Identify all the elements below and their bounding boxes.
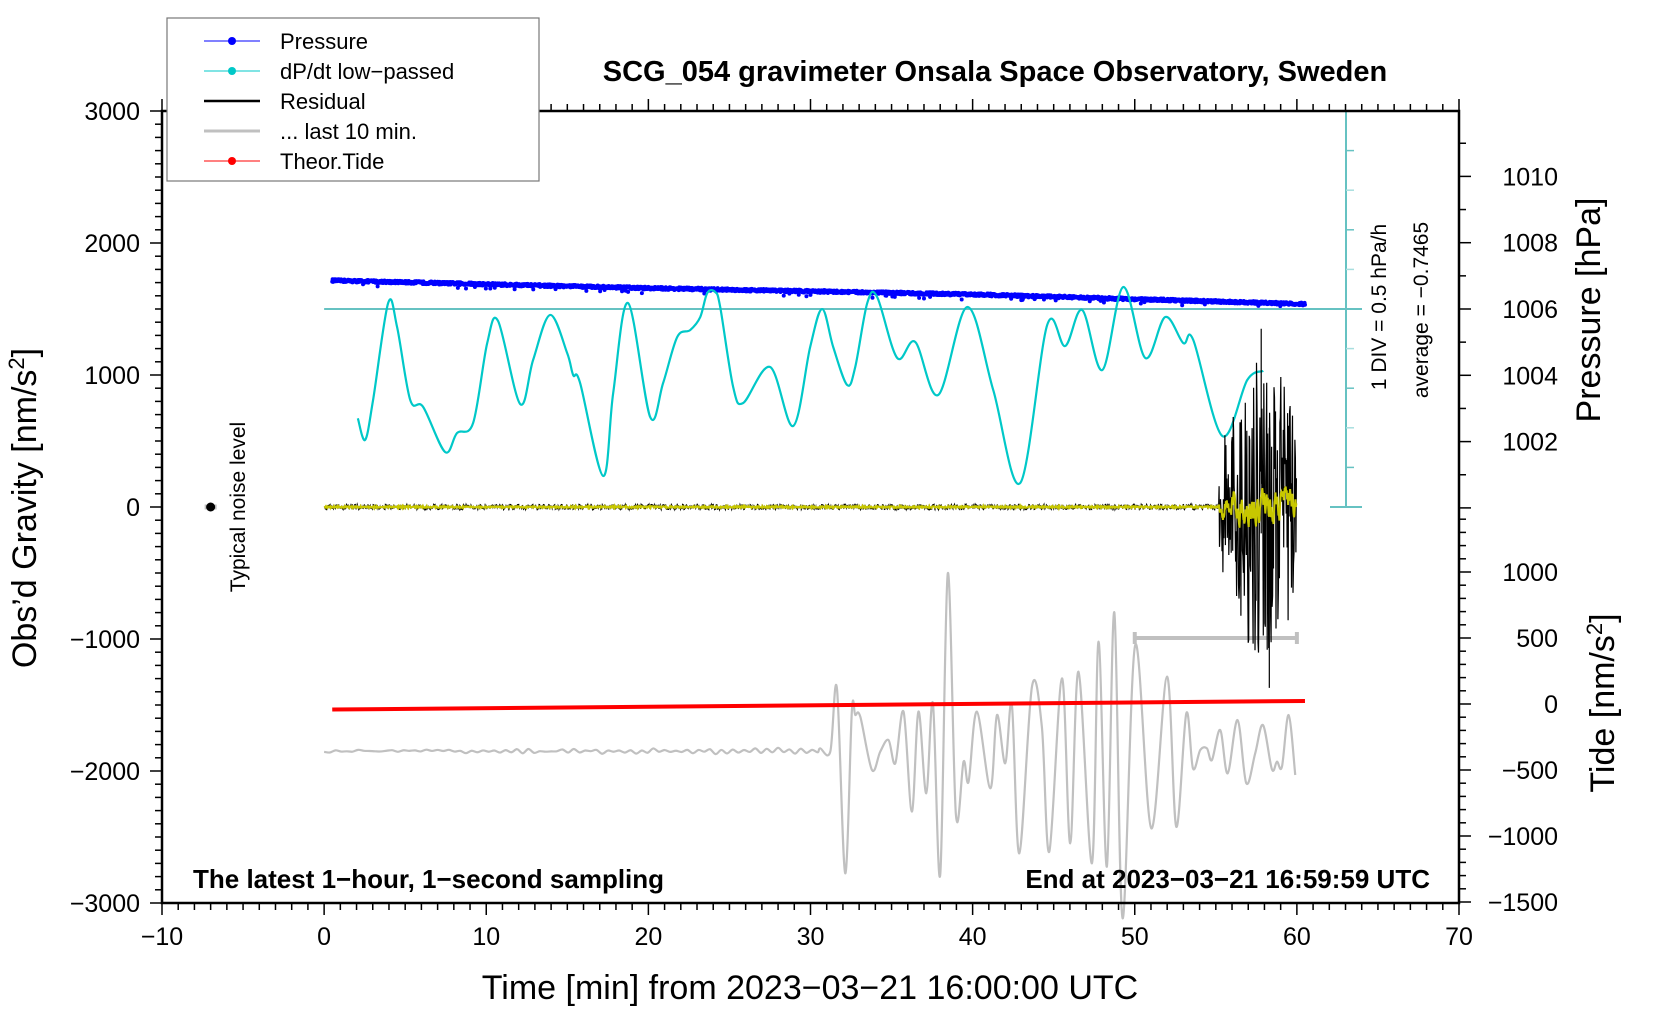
pressure-point [375, 284, 380, 289]
data-series [204, 110, 1362, 920]
pressure-point [921, 296, 926, 301]
legend-label: Residual [280, 89, 366, 114]
note-end-time: End at 2023−03−21 16:59:59 UTC [1025, 864, 1430, 894]
x-tick-label: 50 [1121, 923, 1149, 951]
pressure-point [1138, 301, 1143, 306]
gravity-tick-label: −2000 [70, 758, 140, 786]
pressure-point [598, 289, 603, 294]
legend-label: Theor.Tide [280, 149, 384, 174]
x-tick-label: −10 [141, 923, 183, 951]
legend-label: Pressure [280, 29, 368, 54]
legend-marker [228, 37, 236, 45]
pressure-point [584, 288, 589, 293]
pressure-point [512, 287, 517, 292]
legend-marker [228, 67, 236, 75]
tide-tick-label: −500 [1502, 757, 1558, 785]
pressure-point [463, 286, 468, 291]
pressure-point [870, 295, 875, 300]
noise-level-label: Typical noise level [227, 422, 250, 592]
pressure-point [804, 294, 809, 299]
x-tick-label: 40 [959, 923, 987, 951]
pressure-point [1101, 300, 1106, 305]
pressure-point [796, 292, 801, 297]
legend: Pressure dP/dt low−passed Residual ... last… [166, 17, 540, 182]
x-tick-label: 20 [634, 923, 662, 951]
gravity-tick-label: 2000 [84, 230, 140, 258]
pressure-point [959, 297, 964, 302]
average-label: average = −0.7465 [1410, 222, 1433, 398]
tide-tick-label: 500 [1516, 625, 1558, 653]
pressure-point [1302, 302, 1307, 307]
noise-level-marker [206, 502, 216, 512]
pressure-point [781, 293, 786, 298]
pressure-point [917, 295, 922, 300]
pressure-point [639, 291, 644, 296]
pressure-tick-label: 1004 [1502, 362, 1558, 390]
tide-tick-label: −1500 [1488, 889, 1558, 917]
axis-tick-labels: −10 0 10 20 30 40 50 60 70 3000 2000 1000 0 −1000 −200… [70, 98, 1558, 951]
pressure-tick-label: 1008 [1502, 230, 1558, 258]
tide-tick-label: 0 [1544, 691, 1558, 719]
x-tick-label: 0 [317, 923, 331, 951]
pressure-point [702, 291, 707, 296]
x-tick-label: 30 [797, 923, 825, 951]
tide-tick-label: −1000 [1488, 823, 1558, 851]
last-10-min-line [323, 572, 1297, 920]
residual-smoothed-line [323, 486, 1298, 528]
legend-box [166, 17, 540, 182]
y-axis-title-pressure: Pressure [hPa] [1570, 198, 1608, 423]
pressure-point [626, 289, 631, 294]
dpdt-line [356, 285, 1264, 486]
gravity-tick-label: 0 [126, 494, 140, 522]
pressure-point [483, 286, 488, 291]
pressure-tick-label: 1002 [1502, 429, 1558, 457]
chart-title: SCG_054 gravimeter Onsala Space Observat… [603, 56, 1387, 88]
pressure-point [455, 285, 460, 290]
pressure-tick-label: 1010 [1502, 163, 1558, 191]
y-axis-title-gravity: Obs’d Gravity [nm/s2] [4, 348, 44, 668]
gravity-tick-label: −3000 [70, 890, 140, 918]
tide-line [332, 698, 1305, 712]
x-tick-label: 60 [1283, 923, 1311, 951]
div-scale-label: 1 DIV = 0.5 hPa/h [1368, 224, 1391, 390]
pressure-tick-label: 1006 [1502, 296, 1558, 324]
note-sampling: The latest 1−hour, 1−second sampling [193, 864, 664, 894]
legend-label: dP/dt low−passed [280, 59, 454, 84]
gravity-tick-label: 3000 [84, 98, 140, 126]
tide-tick-label: 1000 [1502, 559, 1558, 587]
pressure-point [488, 286, 493, 291]
y-axis-title-tide: Tide [nm/s2] [1582, 613, 1622, 792]
x-tick-label: 70 [1445, 923, 1473, 951]
pressure-point [531, 287, 536, 292]
plot-frame [160, 109, 1461, 905]
legend-marker [228, 157, 236, 165]
gravity-tick-label: −1000 [70, 626, 140, 654]
gravity-tick-label: 1000 [84, 362, 140, 390]
legend-label: ... last 10 min. [280, 119, 417, 144]
x-tick-label: 10 [472, 923, 500, 951]
x-axis-title: Time [min] from 2023−03−21 16:00:00 UTC [482, 969, 1138, 1007]
pressure-point [1180, 303, 1185, 308]
